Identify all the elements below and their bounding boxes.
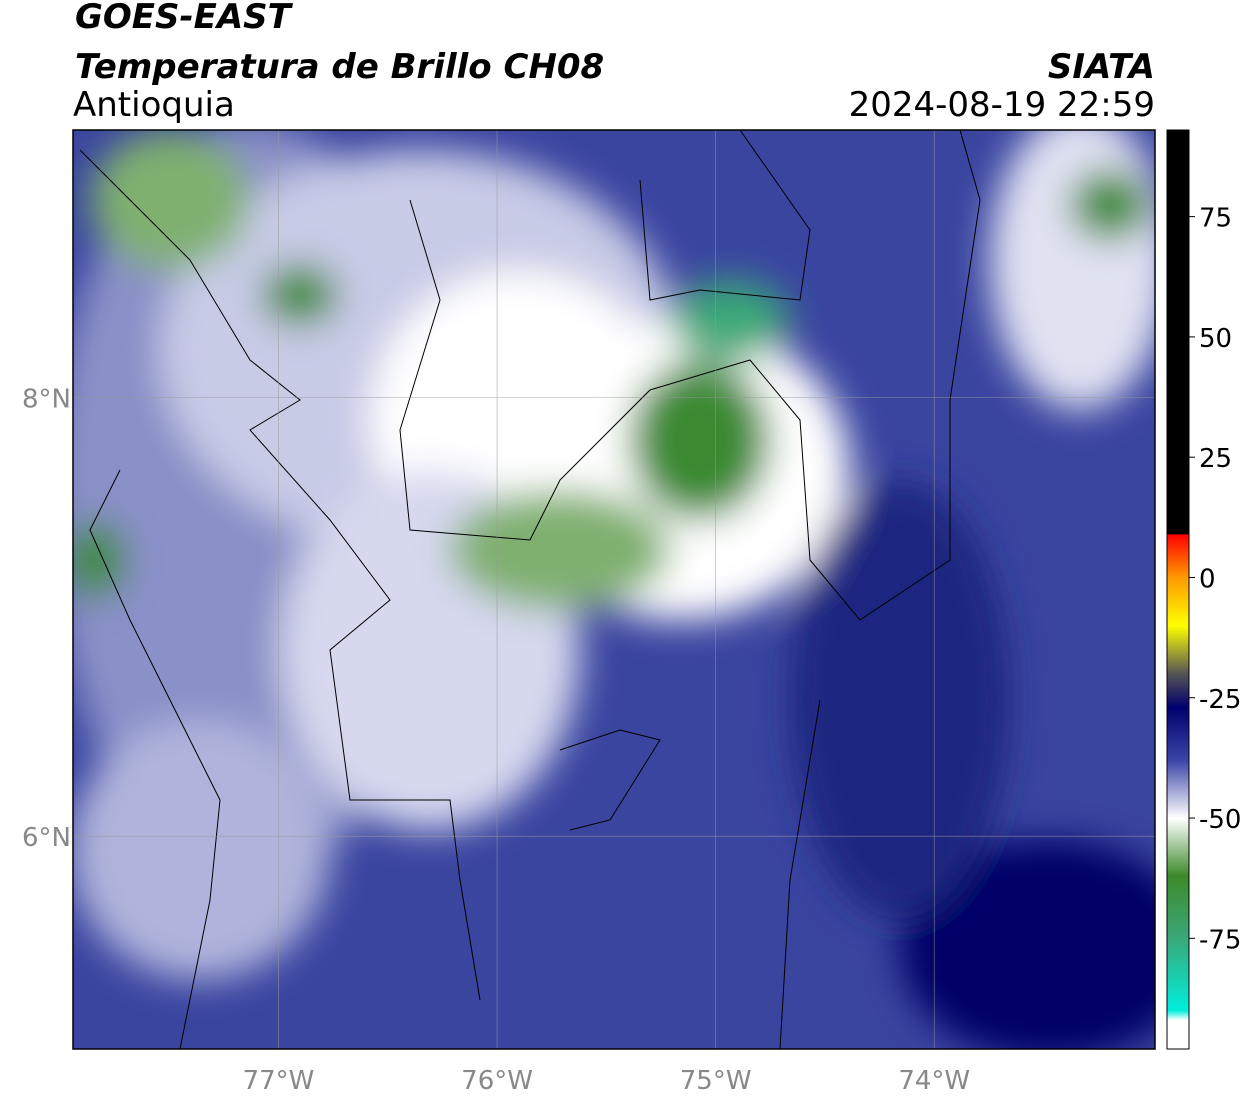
region: Antioquia xyxy=(73,85,235,125)
x-tick-label: 77°W xyxy=(243,1066,315,1096)
x-tick-label: 76°W xyxy=(461,1066,533,1096)
colorbar-tick-label: -25 xyxy=(1199,685,1241,715)
colorbar-tick-label: 50 xyxy=(1199,324,1232,354)
timestamp: 2024-08-19 22:59 xyxy=(849,85,1155,125)
x-tick-label: 74°W xyxy=(898,1066,970,1096)
colorbar-tick-label: 0 xyxy=(1199,564,1216,594)
colorbar xyxy=(1166,129,1190,1050)
subtitle: Temperatura de Brillo CH08 xyxy=(75,47,604,87)
colorbar-tick-label: 25 xyxy=(1199,444,1232,474)
colorbar-tick-label: 75 xyxy=(1199,204,1232,234)
source: SIATA xyxy=(1048,47,1155,87)
satellite-image xyxy=(73,130,1155,1049)
y-tick-label: 6°N xyxy=(22,823,71,853)
x-tick-label: 75°W xyxy=(680,1066,752,1096)
colorbar-tick-label: -50 xyxy=(1199,805,1241,835)
map-frame xyxy=(72,129,1156,1050)
y-tick-label: 8°N xyxy=(22,385,71,415)
colorbar-tick-label: -75 xyxy=(1199,925,1241,955)
title: GOES-EAST xyxy=(75,0,294,37)
